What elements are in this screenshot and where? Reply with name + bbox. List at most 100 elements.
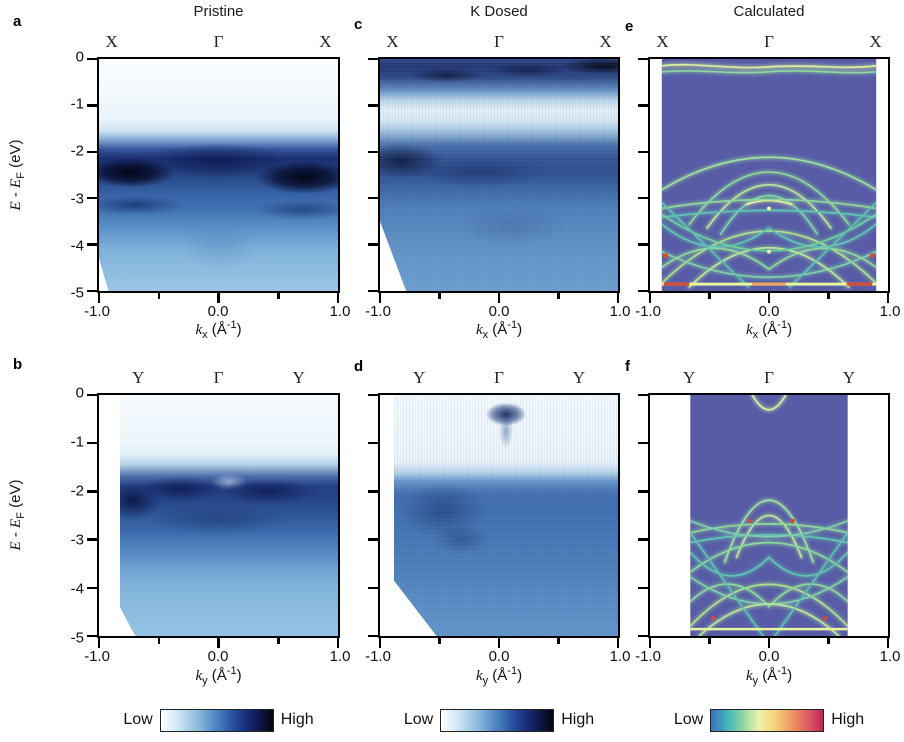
y-tick [368,538,380,541]
y-tick [368,634,380,638]
panel-c-kdosed-kx: X Γ X -1.0 0.0 1.0 [365,32,631,320]
x-tick [648,291,652,303]
x-tick [648,636,652,648]
high-symmetry-labels-c: X Γ X [378,32,620,54]
x-tick [708,636,711,644]
panel-letter-e: e [625,18,634,35]
calculated-bands-kx-svg [661,59,877,291]
colorbar-low-label: Low [673,711,704,728]
calculated-bands-ky-svg [690,395,848,636]
x-tick [157,291,160,299]
y-tick [638,538,650,541]
plot-frame-d [368,393,620,648]
sym-label-Y-left: Y [682,368,696,387]
panel-e-calculated-kx: X Γ X [635,32,901,320]
x-tick [378,291,382,303]
x-axis-label-c: kx (Å-1) [475,319,523,341]
x-tick [378,636,382,648]
sym-label-gamma: Γ [494,32,504,51]
sym-label-gamma: Γ [494,368,504,387]
y-tick [368,150,380,154]
column-title-k-dosed: K Dosed [470,3,528,20]
y-tick [638,441,650,445]
x-tick [217,636,220,648]
arpes-image-pristine-ky [120,395,338,636]
panel-letter-c: c [354,16,363,33]
y-tick [368,441,380,445]
x-tick [827,636,830,644]
y-tick [638,289,650,293]
colorbar-low-label: Low [123,711,153,728]
colorbar-arpes-ky: Low High [378,706,620,734]
x-axis-label-d: ky (Å-1) [475,665,523,687]
x-tick [557,291,560,299]
sym-label-X-left: X [105,32,118,51]
panel-letter-a: a [13,13,22,30]
y-tick [87,538,99,541]
plot-frame-b [87,393,340,648]
x-axis-label-f: ky (Å-1) [745,665,793,687]
y-tick [368,586,380,590]
x-tick [438,291,441,299]
panel-d-kdosed-ky: Y Γ Y -1.0 0.0 1.0 [365,368,631,665]
x-tick [616,636,620,648]
sym-label-Y-right: Y [292,368,305,387]
sym-label-X-left: X [386,32,399,51]
y-tick [368,57,380,61]
x-tick [336,291,340,303]
x-tick [217,291,220,303]
column-title-pristine: Pristine [193,3,244,20]
x-tick [616,291,620,303]
colorbar-high-label: High [831,711,865,728]
panel-a-pristine-kx: X Γ X -1.0 0.0 1.0 [84,32,351,320]
y-tick [368,196,380,200]
arpes-image-kdosed-ky [394,395,618,636]
x-tick [767,636,771,648]
sym-label-X-right: X [319,32,332,51]
sym-label-Y-right: Y [572,368,585,387]
x-tick [886,291,890,303]
x-tick [708,291,711,299]
y-tick [638,243,650,246]
sym-label-gamma: Γ [213,32,224,51]
x-tick [336,636,340,648]
x-tick [767,291,771,303]
y-tick [87,104,99,107]
y-tick [87,57,99,61]
y-tick [638,196,650,200]
plot-frame-e [638,57,890,303]
sym-label-X-left: X [656,32,669,51]
sym-label-Y-left: Y [412,368,426,387]
x-axis-label-b: ky (Å-1) [195,665,242,687]
y-tick-labels-a: 0 -1 -2 -3 -4 -5 [70,48,84,302]
x-axis-label-e: kx (Å-1) [745,319,793,341]
plot-frame-c [368,57,620,303]
sym-label-gamma: Γ [213,368,224,387]
high-symmetry-labels-b: Y Γ Y [97,368,340,390]
colorbar-high-label: High [561,711,595,728]
y-tick [87,289,99,293]
y-tick [87,243,99,246]
high-symmetry-labels-f: Y Γ Y [648,368,890,390]
x-tick [557,636,560,644]
colorbar-low-label: Low [403,711,434,728]
panel-letter-f: f [625,358,630,375]
arpes-image-kdosed-kx [380,59,618,291]
x-tick [497,636,501,648]
y-tick [638,104,650,107]
y-tick [368,243,380,246]
panel-f-calculated-ky: Y Γ Y [635,368,901,665]
x-tick [497,291,501,303]
x-tick [157,636,160,644]
high-symmetry-labels-e: X Γ X [648,32,890,54]
x-tick [97,636,101,648]
y-axis-label-bottom: E - EF (eV) [7,479,27,551]
plot-frame-f [638,393,890,648]
x-tick [97,291,101,303]
x-tick [886,636,890,648]
sym-label-Y-left: Y [132,368,145,387]
calculated-bands-kx [650,59,888,291]
arpes-image-pristine-kx [99,59,338,291]
y-tick [368,104,380,107]
